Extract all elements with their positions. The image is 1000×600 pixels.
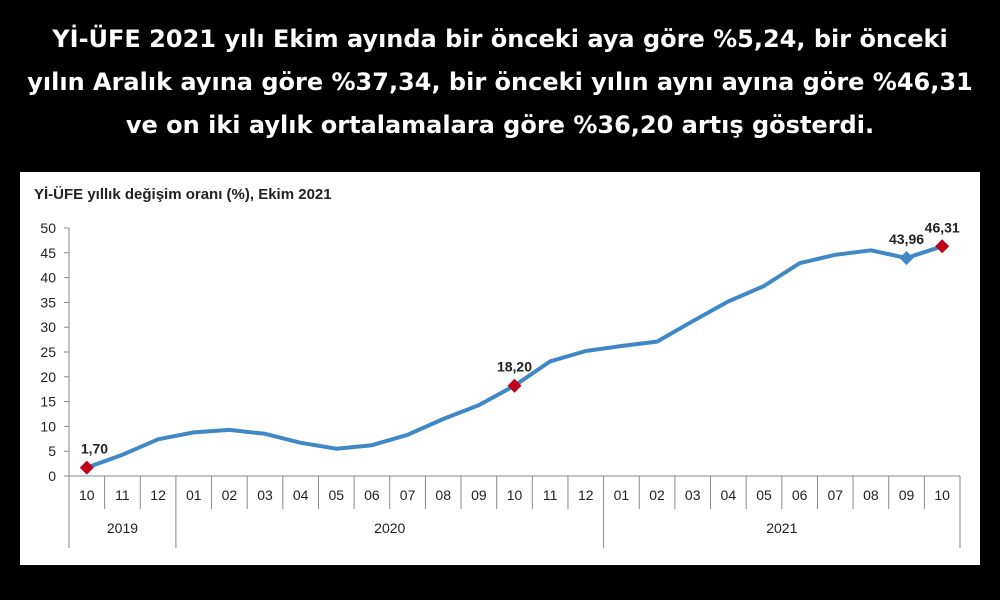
data-label: 1,70 — [81, 441, 108, 457]
y-tick-label: 10 — [40, 418, 56, 434]
x-tick-label: 12 — [150, 487, 166, 503]
x-tick-label: 11 — [115, 487, 130, 503]
headline-text: Yİ-ÜFE 2021 yılı Ekim ayında bir önceki … — [27, 25, 973, 139]
x-tick-label: 08 — [863, 487, 879, 503]
y-tick-label: 0 — [48, 468, 56, 484]
x-tick-label: 06 — [792, 487, 808, 503]
y-tick-label: 45 — [40, 245, 56, 261]
x-tick-label: 04 — [293, 487, 309, 503]
y-tick-label: 35 — [40, 294, 56, 310]
x-tick-label: 09 — [471, 487, 487, 503]
y-tick-label: 15 — [40, 394, 56, 410]
year-label: 2020 — [374, 520, 405, 536]
y-tick-label: 40 — [40, 270, 56, 286]
series-line — [84, 244, 945, 470]
x-tick-label: 06 — [364, 487, 380, 503]
x-tick-label: 04 — [721, 487, 737, 503]
x-tick-label: 07 — [400, 487, 416, 503]
y-tick-label: 30 — [40, 319, 56, 335]
year-label: 2019 — [107, 520, 138, 536]
y-tick-label: 50 — [40, 220, 56, 236]
x-tick-label: 02 — [222, 487, 238, 503]
x-tick-label: 10 — [934, 487, 950, 503]
x-tick-label: 12 — [578, 487, 594, 503]
chart-card: Yİ-ÜFE yıllık değişim oranı (%), Ekim 20… — [20, 172, 980, 565]
x-tick-label: 01 — [186, 487, 202, 503]
x-tick-label: 05 — [756, 487, 772, 503]
x-tick-label: 03 — [685, 487, 701, 503]
x-tick-label: 07 — [827, 487, 843, 503]
highlight-marker — [899, 250, 914, 265]
data-label: 46,31 — [925, 219, 960, 235]
y-tick-label: 25 — [40, 344, 56, 360]
x-tick-label: 10 — [79, 487, 95, 503]
x-tick-label: 08 — [435, 487, 451, 503]
highlight-marker — [507, 378, 522, 393]
data-label: 18,20 — [497, 359, 532, 375]
highlight-marker — [79, 460, 94, 475]
y-tick-label: 20 — [40, 369, 56, 385]
y-tick-label: 5 — [48, 443, 56, 459]
data-label: 43,96 — [889, 231, 924, 247]
x-tick-label: 01 — [614, 487, 630, 503]
highlight-marker — [935, 239, 950, 254]
x-tick-label: 09 — [899, 487, 915, 503]
x-tick-label: 05 — [329, 487, 345, 503]
year-label: 2021 — [766, 520, 797, 536]
x-tick-label: 02 — [649, 487, 665, 503]
x-tick-label: 11 — [543, 487, 558, 503]
x-tick-label: 10 — [507, 487, 523, 503]
chart-title: Yİ-ÜFE yıllık değişim oranı (%), Ekim 20… — [34, 186, 332, 203]
x-tick-label: 03 — [257, 487, 273, 503]
